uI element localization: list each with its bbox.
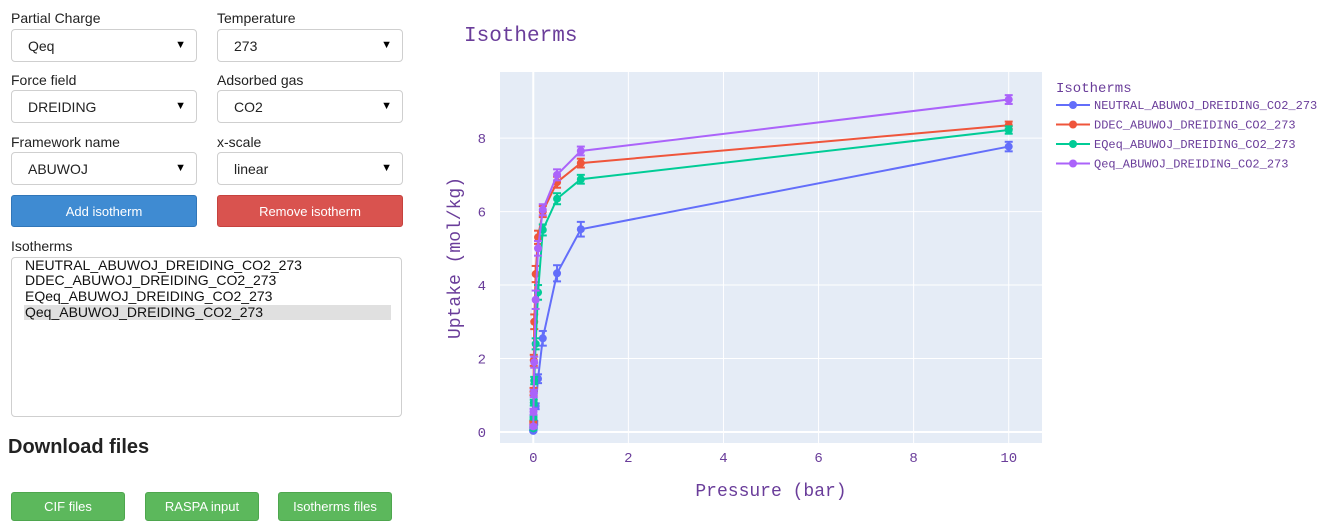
- x-scale-select[interactable]: linear ▼: [217, 152, 403, 185]
- legend-label: Qeq_ABUWOJ_DREIDING_CO2_273: [1094, 158, 1288, 172]
- remove-isotherm-button[interactable]: Remove isotherm: [217, 195, 403, 227]
- partial-charge-label: Partial Charge: [11, 10, 101, 26]
- framework-name-label: Framework name: [11, 134, 120, 150]
- legend-marker: [1069, 101, 1077, 109]
- partial-charge-select[interactable]: Qeq ▼: [11, 29, 197, 62]
- x-tick-label: 0: [529, 451, 537, 467]
- chart-title: Isotherms: [464, 25, 577, 48]
- x-tick-label: 8: [909, 451, 917, 467]
- data-point[interactable]: [529, 407, 538, 416]
- data-point[interactable]: [1004, 126, 1013, 135]
- data-point[interactable]: [1004, 95, 1013, 104]
- data-point[interactable]: [553, 170, 562, 179]
- data-point[interactable]: [1004, 142, 1013, 151]
- y-tick-label: 0: [478, 426, 486, 442]
- x-tick-label: 10: [1000, 451, 1017, 467]
- data-point[interactable]: [576, 159, 585, 168]
- adsorbed-gas-label: Adsorbed gas: [217, 72, 304, 88]
- list-item[interactable]: NEUTRAL_ABUWOJ_DREIDING_CO2_273: [25, 257, 302, 273]
- series-Qeq_ABUWOJ_DREIDING_CO2_273[interactable]: [529, 94, 1013, 431]
- data-point[interactable]: [529, 389, 538, 398]
- chevron-down-icon: ▼: [381, 39, 392, 51]
- isotherms-listbox[interactable]: NEUTRAL_ABUWOJ_DREIDING_CO2_273 DDEC_ABU…: [11, 257, 402, 417]
- download-files-heading: Download files: [8, 436, 150, 458]
- y-tick-label: 8: [478, 132, 486, 148]
- temperature-label: Temperature: [217, 10, 296, 26]
- legend-marker: [1069, 120, 1077, 129]
- legend-item[interactable]: NEUTRAL_ABUWOJ_DREIDING_CO2_273: [1056, 99, 1317, 113]
- list-item-selected[interactable]: Qeq_ABUWOJ_DREIDING_CO2_273: [24, 305, 391, 320]
- x-scale-value: linear: [234, 160, 269, 177]
- legend-item[interactable]: EQeq_ABUWOJ_DREIDING_CO2_273: [1056, 138, 1296, 152]
- chevron-down-icon: ▼: [175, 39, 186, 51]
- x-tick-label: 6: [814, 451, 822, 467]
- framework-name-value: ABUWOJ: [28, 160, 88, 177]
- chevron-down-icon: ▼: [381, 162, 392, 174]
- legend-label: NEUTRAL_ABUWOJ_DREIDING_CO2_273: [1094, 99, 1317, 113]
- data-point[interactable]: [538, 205, 547, 214]
- data-point[interactable]: [553, 269, 562, 278]
- isotherms-list-label: Isotherms: [11, 238, 73, 254]
- force-field-value: DREIDING: [28, 98, 97, 115]
- framework-name-select[interactable]: ABUWOJ ▼: [11, 152, 197, 185]
- data-point[interactable]: [534, 244, 543, 253]
- temperature-select[interactable]: 273 ▼: [217, 29, 403, 62]
- adsorbed-gas-value: CO2: [234, 98, 263, 115]
- add-isotherm-button[interactable]: Add isotherm: [11, 195, 197, 227]
- data-point[interactable]: [576, 146, 585, 155]
- isotherms-chart[interactable]: Isotherms 0 2 4 6 8 10 0 2 4 6 8 Pressure (bar) U…: [420, 0, 1325, 521]
- data-point[interactable]: [576, 225, 585, 234]
- legend-item[interactable]: Qeq_ABUWOJ_DREIDING_CO2_273: [1056, 158, 1288, 172]
- legend-item[interactable]: DDEC_ABUWOJ_DREIDING_CO2_273: [1056, 119, 1296, 133]
- chevron-down-icon: ▼: [381, 100, 392, 112]
- cif-files-button[interactable]: CIF files: [11, 492, 125, 521]
- x-axis-label: Pressure (bar): [695, 482, 846, 502]
- force-field-label: Force field: [11, 72, 77, 88]
- plot-area[interactable]: [500, 72, 1042, 443]
- raspa-input-button[interactable]: RASPA input: [145, 492, 259, 521]
- chart-legend[interactable]: Isotherms NEUTRAL_ABUWOJ_DREIDING_CO2_27…: [1056, 81, 1317, 172]
- legend-label: EQeq_ABUWOJ_DREIDING_CO2_273: [1094, 138, 1296, 152]
- adsorbed-gas-select[interactable]: CO2 ▼: [217, 90, 403, 123]
- chevron-down-icon: ▼: [175, 100, 186, 112]
- x-tick-label: 2: [624, 451, 632, 467]
- series-line: [532, 98, 1009, 427]
- legend-label: DDEC_ABUWOJ_DREIDING_CO2_273: [1094, 119, 1296, 133]
- data-point[interactable]: [538, 334, 547, 343]
- isotherms-files-button[interactable]: Isotherms files: [278, 492, 392, 521]
- y-axis-label: Uptake (mol/kg): [446, 177, 466, 339]
- data-point[interactable]: [529, 422, 538, 431]
- temperature-value: 273: [234, 37, 258, 54]
- data-point[interactable]: [553, 194, 562, 203]
- list-item[interactable]: DDEC_ABUWOJ_DREIDING_CO2_273: [25, 272, 277, 288]
- x-scale-label: x-scale: [217, 134, 262, 150]
- partial-charge-value: Qeq: [28, 37, 55, 54]
- legend-marker: [1069, 140, 1077, 148]
- legend-title: Isotherms: [1056, 81, 1132, 97]
- y-tick-label: 4: [478, 279, 486, 295]
- data-point[interactable]: [530, 358, 539, 367]
- legend-marker: [1069, 159, 1077, 168]
- data-point[interactable]: [576, 175, 585, 184]
- x-tick-label: 4: [719, 451, 727, 467]
- y-tick-label: 2: [478, 353, 486, 369]
- data-point[interactable]: [531, 295, 540, 304]
- list-item[interactable]: EQeq_ABUWOJ_DREIDING_CO2_273: [25, 288, 273, 304]
- y-tick-label: 6: [478, 206, 486, 222]
- force-field-select[interactable]: DREIDING ▼: [11, 90, 197, 123]
- chevron-down-icon: ▼: [175, 162, 186, 174]
